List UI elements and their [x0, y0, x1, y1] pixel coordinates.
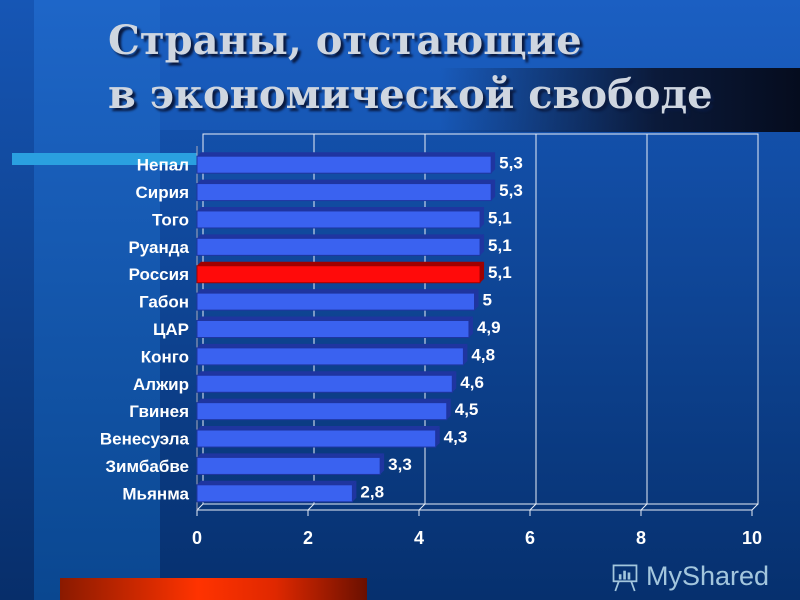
- bar-top-face: [197, 152, 496, 157]
- category-label: Того: [152, 210, 189, 229]
- value-label: 4,5: [455, 400, 479, 419]
- category-label: Сирия: [136, 183, 189, 202]
- bar: [196, 155, 492, 174]
- category-label: Конго: [141, 347, 189, 366]
- slide-title: Страны, отстающие в экономической свобод…: [108, 14, 713, 122]
- category-label: Венесуэла: [100, 430, 190, 449]
- bar-side-face: [491, 152, 496, 174]
- background-strip: [34, 0, 160, 600]
- category-label: Алжир: [133, 375, 189, 394]
- bar: [196, 429, 437, 448]
- bar-side-face: [474, 289, 479, 311]
- red-decoration-bar: [60, 578, 367, 600]
- title-bar-decoration: [440, 68, 800, 132]
- value-label: 4,6: [460, 373, 484, 392]
- bar: [196, 374, 453, 393]
- category-label: Руанда: [128, 238, 189, 257]
- value-label: 3,3: [388, 455, 412, 474]
- title-line-1: Страны, отстающие: [108, 17, 582, 64]
- bar: [196, 237, 481, 256]
- bar: [196, 265, 481, 284]
- category-label: Мьянма: [122, 484, 189, 503]
- value-label: 5,3: [499, 181, 523, 200]
- accent-line: [12, 153, 197, 165]
- title-line-2: в экономической свободе: [108, 71, 713, 118]
- bar: [196, 210, 481, 229]
- bar-top-face: [197, 453, 385, 458]
- value-label: 4,8: [471, 345, 495, 364]
- bar-side-face: [491, 179, 496, 201]
- floor-tick: [418, 503, 426, 511]
- background-strip: [0, 0, 34, 600]
- bar-side-face: [446, 398, 451, 420]
- x-tick-label: 10: [742, 528, 762, 548]
- bar-top-face: [197, 234, 485, 239]
- bar-top-face: [197, 179, 496, 184]
- bar-side-face: [380, 453, 385, 475]
- value-label: 4,9: [477, 318, 501, 337]
- category-label: Гвинея: [129, 402, 189, 421]
- category-label: Непал: [137, 156, 189, 175]
- x-tick-label: 6: [525, 528, 535, 548]
- category-label: Габон: [139, 293, 189, 312]
- bar: [196, 484, 353, 503]
- x-tick-label: 4: [414, 528, 424, 548]
- floor-tick: [640, 503, 648, 511]
- value-label: 5,1: [488, 236, 512, 255]
- bar-top-face: [197, 343, 468, 348]
- bar: [196, 320, 470, 338]
- bar-top-face: [197, 316, 473, 321]
- floor-tick: [196, 503, 204, 511]
- bar-side-face: [463, 343, 468, 365]
- value-label: 5,1: [488, 263, 512, 282]
- bar-top-face: [197, 426, 440, 431]
- value-label: 5: [483, 291, 492, 310]
- bar-side-face: [480, 261, 485, 283]
- bar-top-face: [197, 480, 357, 485]
- value-label: 2,8: [360, 482, 384, 501]
- floor-tick: [751, 503, 759, 511]
- bar-side-face: [468, 316, 473, 338]
- bar-side-face: [480, 206, 485, 228]
- bar: [196, 183, 492, 202]
- presentation-icon: [612, 564, 638, 592]
- bar: [196, 402, 448, 421]
- watermark-text: MyShared: [646, 561, 770, 591]
- bar-top-face: [197, 371, 457, 376]
- bar: [196, 347, 464, 366]
- bar-top-face: [197, 398, 451, 403]
- watermark: MyShared: [610, 560, 769, 592]
- bar-side-face: [452, 371, 457, 393]
- bar: [196, 456, 381, 475]
- x-tick-label: 8: [636, 528, 646, 548]
- value-label: 5,3: [499, 154, 523, 173]
- value-label: 4,3: [444, 428, 468, 447]
- category-label: ЦАР: [153, 320, 189, 339]
- bar-side-face: [480, 234, 485, 256]
- value-label: 5,1: [488, 208, 512, 227]
- x-tick-label: 2: [303, 528, 313, 548]
- bar-side-face: [352, 480, 357, 502]
- bar: [196, 292, 475, 311]
- x-tick-label: 0: [192, 528, 202, 548]
- bar-top-face: [197, 289, 479, 294]
- bar-top-face: [197, 206, 485, 211]
- floor-tick: [307, 503, 315, 511]
- bar-top-face: [197, 261, 485, 266]
- bar-side-face: [435, 426, 440, 448]
- category-label: Россия: [129, 265, 189, 284]
- category-label: Зимбабве: [105, 457, 189, 476]
- floor-tick: [529, 503, 537, 511]
